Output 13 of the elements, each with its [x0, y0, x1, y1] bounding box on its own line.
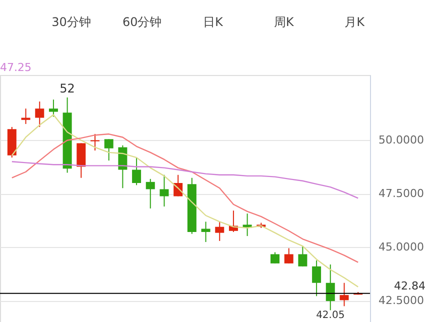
- ref-line-label: 42.84: [394, 279, 425, 292]
- text: 周K: [274, 15, 295, 29]
- annotation: 52: [60, 81, 75, 96]
- y-tick-label: 45.0000: [378, 240, 424, 254]
- text: 日K: [202, 15, 224, 29]
- y-tick-label: 50.0000: [378, 134, 424, 147]
- text: 月K: [344, 15, 366, 29]
- text: 30分钟: [52, 15, 91, 29]
- y-tick-label: 42.5000: [378, 294, 424, 308]
- annotation: 42.05: [316, 310, 345, 322]
- y-tick-label: 47.5000: [378, 187, 424, 200]
- text: 60分钟: [122, 15, 162, 29]
- text: 47.25: [0, 61, 32, 74]
